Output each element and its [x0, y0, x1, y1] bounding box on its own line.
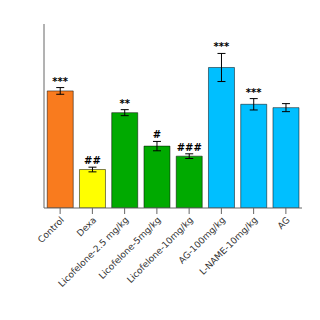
svg-text:***: ***: [214, 41, 230, 52]
svg-text:###: ###: [177, 142, 202, 153]
svg-text:L-NAME-10mg/kg: L-NAME-10mg/kg: [198, 215, 260, 277]
svg-text:Licofelone-5mg/kg: Licofelone-5mg/kg: [97, 215, 163, 281]
svg-text:Control: Control: [36, 215, 66, 245]
svg-text:##: ##: [84, 155, 101, 166]
svg-text:**: **: [119, 98, 130, 109]
svg-text:Licofelone-2.5 mg/kg: Licofelone-2.5 mg/kg: [56, 214, 131, 289]
svg-text:AG-100mg/kg: AG-100mg/kg: [176, 214, 228, 266]
svg-text:Licofelone-10mg/kg: Licofelone-10mg/kg: [125, 214, 196, 285]
svg-text:#: #: [153, 129, 161, 140]
svg-text:AG: AG: [276, 215, 292, 231]
svg-text:***: ***: [246, 87, 262, 98]
svg-text:***: ***: [52, 76, 68, 87]
svg-text:Dexa: Dexa: [75, 215, 98, 238]
